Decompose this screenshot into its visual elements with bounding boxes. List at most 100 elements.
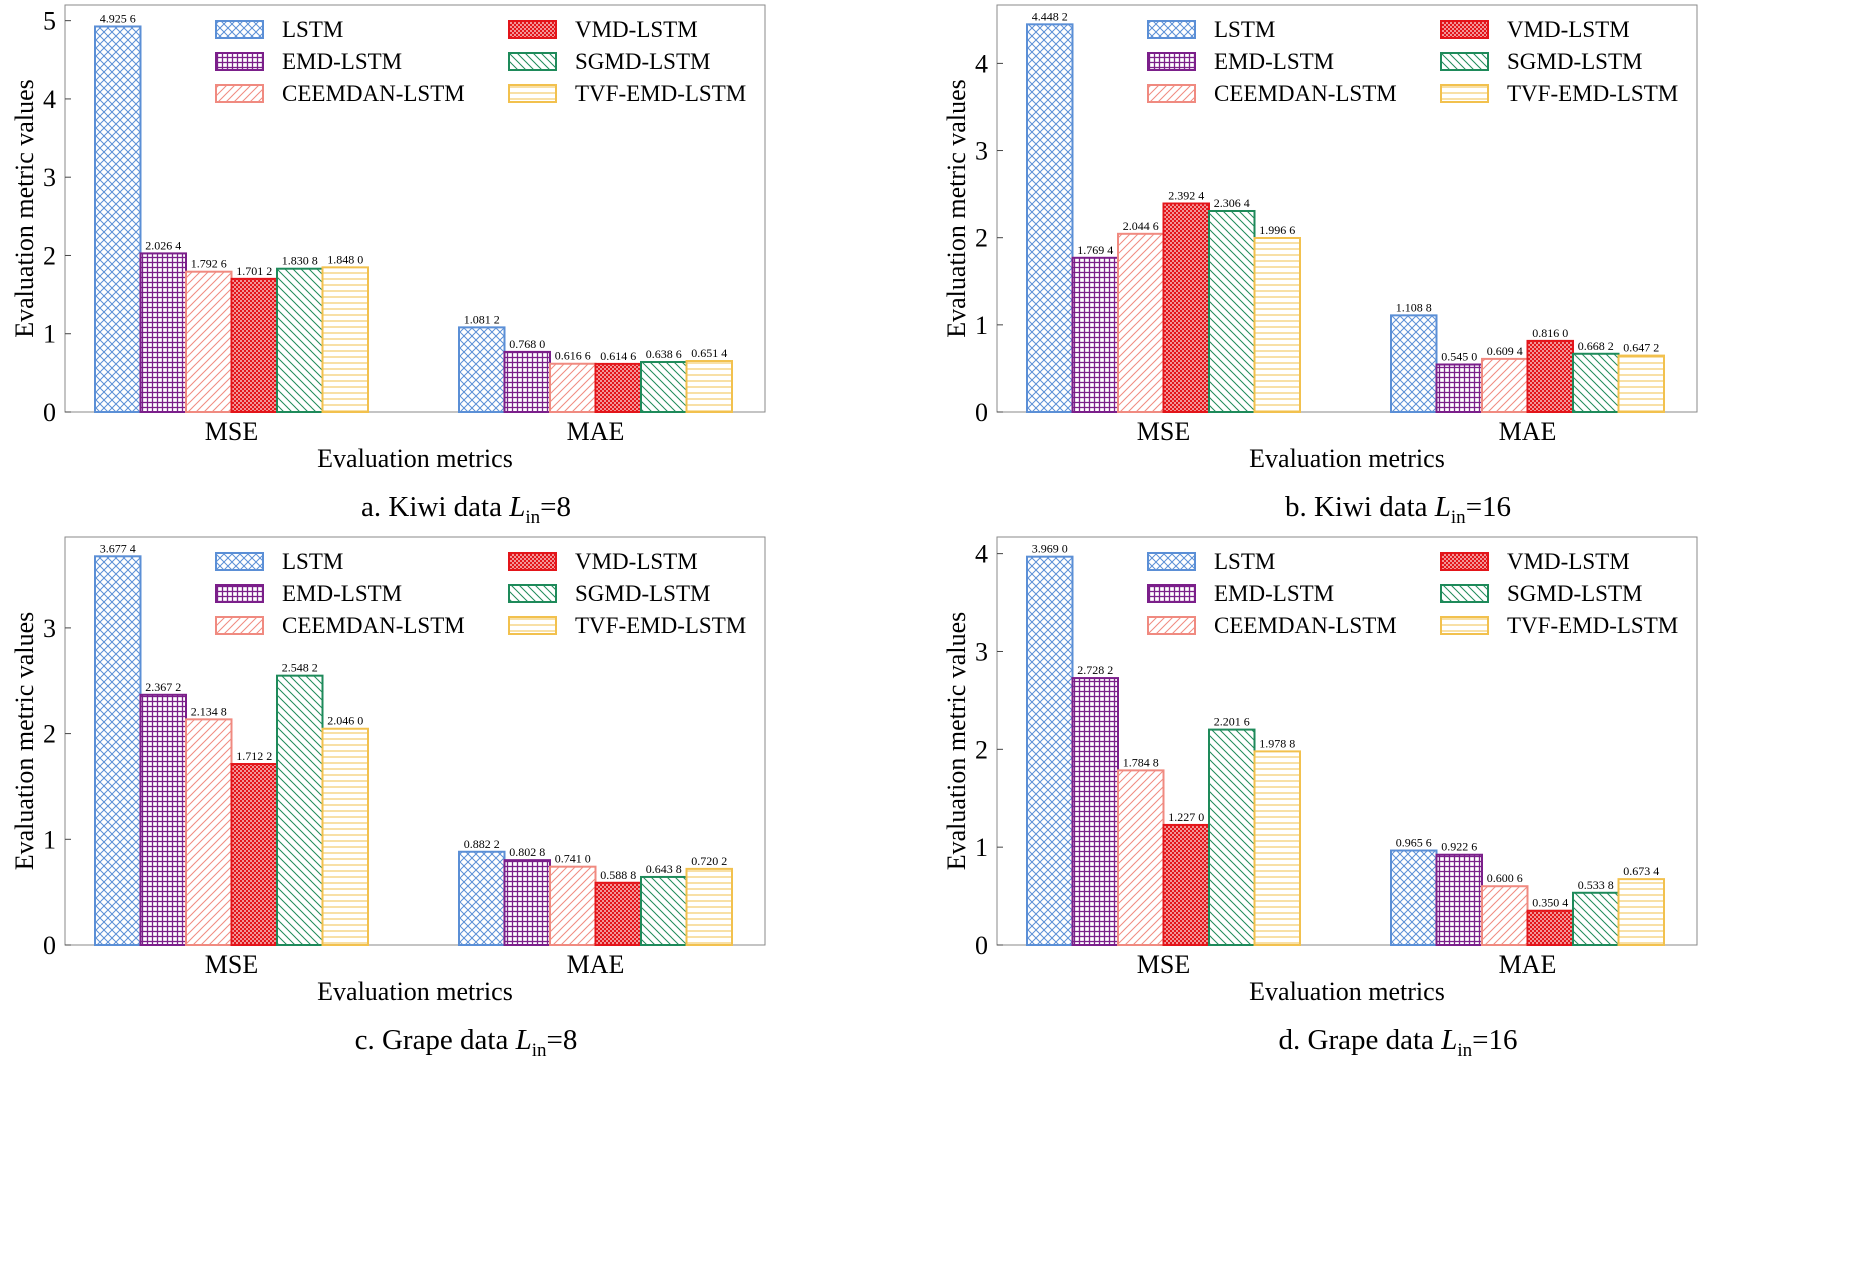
caption-suffix: =16 xyxy=(1472,1024,1518,1056)
caption-variable: L xyxy=(509,491,526,523)
bar-lstm-mse xyxy=(1026,23,1074,413)
plot-frame xyxy=(64,536,766,946)
bar-ceemdan-lstm-mse xyxy=(185,718,233,946)
data-label: 0.882 2 xyxy=(464,837,500,851)
y-tick-label: 3 xyxy=(975,137,988,166)
data-label: 2.201 6 xyxy=(1214,715,1250,729)
y-tick-label: 4 xyxy=(975,49,988,78)
data-label: 1.848 0 xyxy=(327,252,363,266)
legend-label-emd-lstm: EMD-LSTM xyxy=(1214,49,1334,74)
legend-label-lstm: LSTM xyxy=(1214,549,1275,574)
legend-swatch-tvf-emd-lstm xyxy=(1440,616,1489,635)
y-tick-label: 2 xyxy=(975,224,988,253)
legend-label-vmd-lstm: VMD-LSTM xyxy=(1507,17,1630,42)
x-tick-label: MAE xyxy=(567,417,625,446)
legend-label-vmd-lstm: VMD-LSTM xyxy=(1507,549,1630,574)
legend-label-emd-lstm: EMD-LSTM xyxy=(282,581,402,606)
legend-swatch-lstm xyxy=(215,552,264,571)
caption-subscript: in xyxy=(525,506,541,528)
chart-caption: c. Grape data Lin=8 xyxy=(0,1024,932,1062)
bar-ceemdan-lstm-mae xyxy=(549,865,597,946)
bar-sgmd-lstm-mae xyxy=(1572,352,1620,414)
data-label: 0.545 0 xyxy=(1441,350,1477,364)
bar-emd-lstm-mae xyxy=(1435,363,1483,413)
y-tick-label: 1 xyxy=(43,320,56,349)
legend-swatch-lstm xyxy=(1147,552,1196,571)
legend-swatch-lstm xyxy=(1147,20,1196,39)
bar-tvf-emd-lstm-mae xyxy=(685,867,733,946)
legend-swatch-vmd-lstm xyxy=(508,20,557,39)
data-label: 0.588 8 xyxy=(600,868,636,882)
data-label: 2.306 4 xyxy=(1214,196,1250,210)
data-label: 1.996 6 xyxy=(1259,223,1295,237)
data-label: 0.802 8 xyxy=(509,845,545,859)
x-axis-label: Evaluation metrics xyxy=(1249,444,1445,473)
data-label: 1.701 2 xyxy=(236,264,272,278)
caption-suffix: =8 xyxy=(540,491,571,523)
data-label: 2.046 0 xyxy=(327,714,363,728)
bar-ceemdan-lstm-mse xyxy=(185,270,233,413)
bar-sgmd-lstm-mse xyxy=(1208,209,1256,413)
data-label: 0.643 8 xyxy=(646,862,682,876)
bar-sgmd-lstm-mse xyxy=(276,674,324,946)
legend-swatch-vmd-lstm xyxy=(508,552,557,571)
data-label: 0.768 0 xyxy=(509,337,545,351)
data-label: 0.668 2 xyxy=(1578,339,1614,353)
data-label: 0.922 6 xyxy=(1441,840,1477,854)
data-label: 1.081 2 xyxy=(464,312,500,326)
bar-ceemdan-lstm-mse xyxy=(1117,232,1165,413)
bar-lstm-mse xyxy=(1026,555,1074,946)
legend-swatch-sgmd-lstm xyxy=(508,584,557,603)
y-tick-label: 1 xyxy=(975,833,988,862)
data-label: 1.784 8 xyxy=(1123,755,1159,769)
y-tick-label: 2 xyxy=(43,241,56,270)
y-tick-label: 2 xyxy=(975,735,988,764)
data-label: 1.227 0 xyxy=(1168,810,1204,824)
data-label: 2.044 6 xyxy=(1123,219,1159,233)
bar-lstm-mse xyxy=(94,25,142,413)
data-label: 0.616 6 xyxy=(555,349,591,363)
data-label: 3.969 0 xyxy=(1032,542,1068,556)
caption-prefix: b. Kiwi data xyxy=(1284,491,1435,523)
legend-label-lstm: LSTM xyxy=(282,17,343,42)
legend-swatch-ceemdan-lstm xyxy=(215,616,264,635)
data-label: 0.638 6 xyxy=(646,347,682,361)
bar-emd-lstm-mse xyxy=(139,252,187,413)
data-label: 2.134 8 xyxy=(191,704,227,718)
bar-emd-lstm-mse xyxy=(1071,677,1119,946)
plot-group: 0 1 2 3 4 5 Evaluation metric values MSE 4.925 6… xyxy=(10,4,766,473)
bar-tvf-emd-lstm-mse xyxy=(1253,236,1301,413)
bar-tvf-emd-lstm-mae xyxy=(1617,354,1665,414)
chart-panel-c: 0 1 2 3 Evaluation metric values MSE 3.677 4 2.… xyxy=(0,536,932,1268)
legend-label-ceemdan-lstm: CEEMDAN-LSTM xyxy=(1214,81,1397,106)
data-label: 0.533 8 xyxy=(1578,878,1614,892)
data-label: 0.609 4 xyxy=(1487,344,1523,358)
bar-lstm-mse xyxy=(94,555,142,947)
bar-tvf-emd-lstm-mse xyxy=(1253,750,1301,946)
y-tick-label: 4 xyxy=(975,540,988,569)
legend-label-sgmd-lstm: SGMD-LSTM xyxy=(1507,581,1642,606)
data-label: 0.651 4 xyxy=(691,346,727,360)
legend-swatch-lstm xyxy=(215,20,264,39)
bar-sgmd-lstm-mae xyxy=(1572,891,1620,947)
legend-label-tvf-emd-lstm: TVF-EMD-LSTM xyxy=(575,613,746,638)
legend-label-tvf-emd-lstm: TVF-EMD-LSTM xyxy=(1507,613,1678,638)
caption-subscript: in xyxy=(531,1039,547,1061)
legend-label-sgmd-lstm: SGMD-LSTM xyxy=(1507,49,1642,74)
data-label: 0.350 4 xyxy=(1532,896,1568,910)
legend-label-emd-lstm: EMD-LSTM xyxy=(1214,581,1334,606)
legend-label-ceemdan-lstm: CEEMDAN-LSTM xyxy=(1214,613,1397,638)
data-label: 4.925 6 xyxy=(100,11,136,25)
chart-panel-a: 0 1 2 3 4 5 Evaluation metric values MSE 4.925 6… xyxy=(0,0,932,634)
bar-lstm-mae xyxy=(1390,314,1438,413)
data-label: 2.367 2 xyxy=(145,680,181,694)
x-tick-label: MSE xyxy=(205,950,258,979)
bar-vmd-lstm-mae xyxy=(594,362,642,413)
legend-swatch-emd-lstm xyxy=(1147,52,1196,71)
bar-tvf-emd-lstm-mae xyxy=(1617,878,1665,947)
x-tick-label: MSE xyxy=(1137,417,1190,446)
plot-frame xyxy=(64,4,766,413)
